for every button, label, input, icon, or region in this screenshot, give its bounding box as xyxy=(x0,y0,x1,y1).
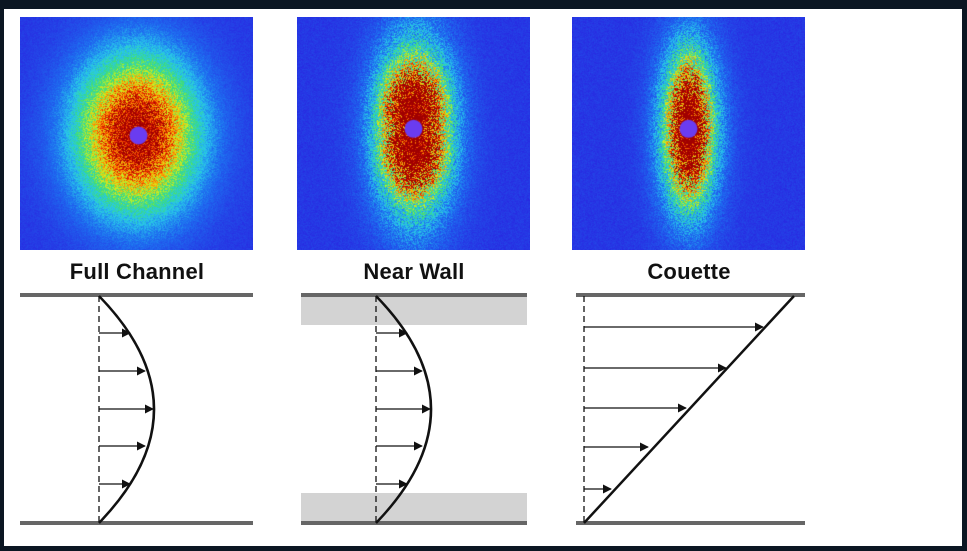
heatmap-canvas xyxy=(572,17,805,250)
label-near-wall: Near Wall xyxy=(363,259,465,284)
heatmap-canvas xyxy=(20,17,253,250)
profile-full-channel xyxy=(20,293,253,525)
label-full-channel: Full Channel xyxy=(69,259,205,284)
scattering-pattern-couette xyxy=(572,17,805,250)
heatmap-canvas xyxy=(297,17,530,250)
scattering-pattern-near-wall xyxy=(297,17,530,250)
wall-shading-bottom xyxy=(301,493,527,521)
velocity-profiles xyxy=(20,293,805,525)
wall-shading-top xyxy=(301,297,527,325)
profile-near-wall xyxy=(301,293,527,525)
figure-slide: Full Channel Near Wall Couette xyxy=(4,9,962,546)
label-couette: Couette xyxy=(647,259,731,284)
linear-profile xyxy=(583,295,795,524)
profile-couette xyxy=(576,293,805,525)
scattering-pattern-full-channel xyxy=(20,17,253,250)
